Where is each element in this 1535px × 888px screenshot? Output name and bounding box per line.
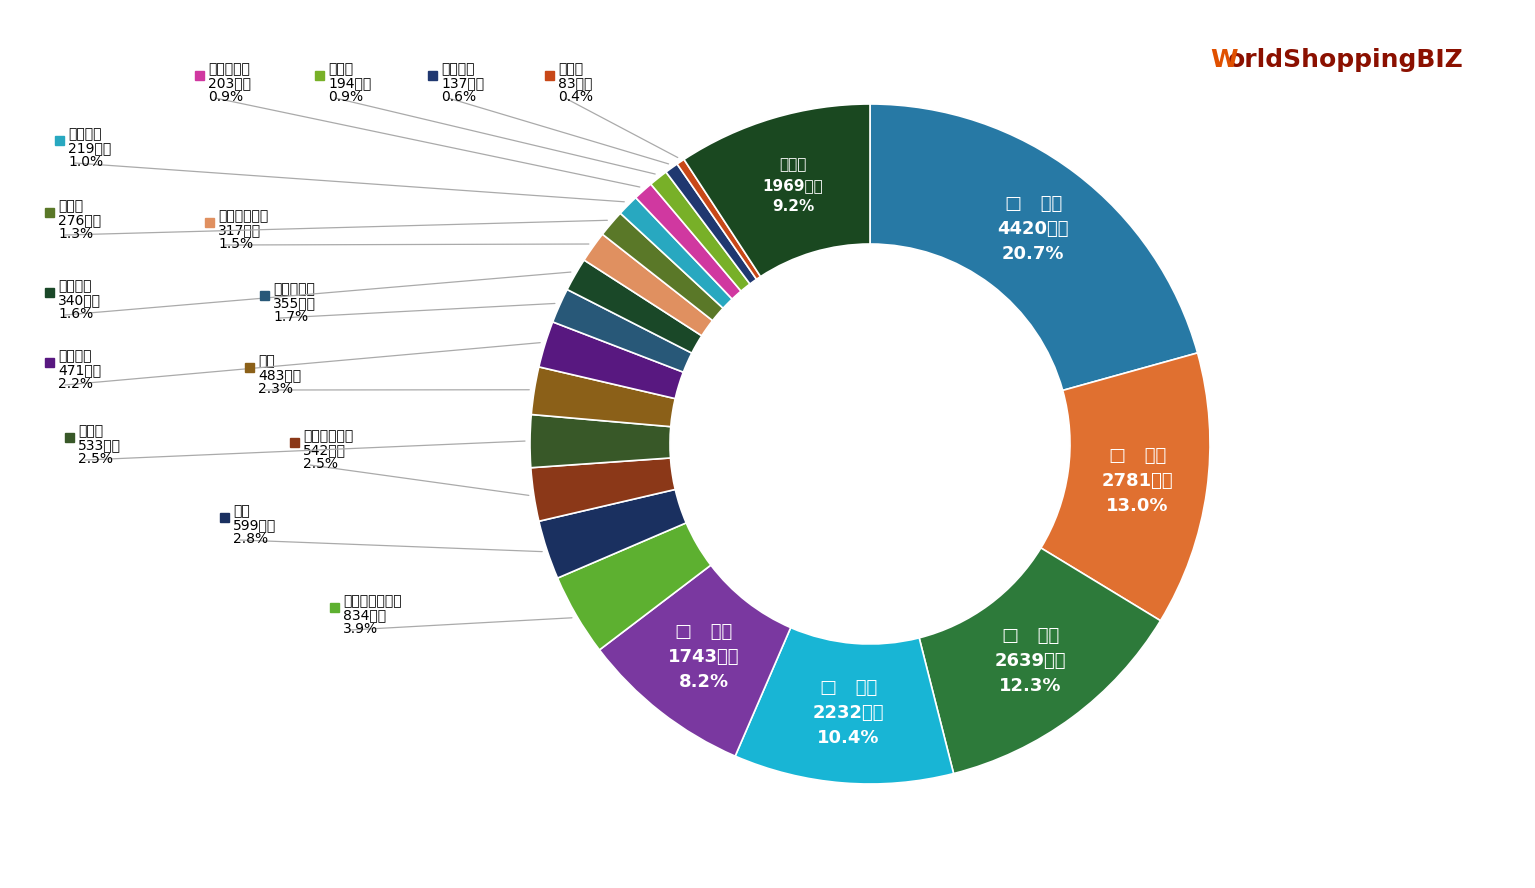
Text: 533億円: 533億円	[78, 438, 121, 452]
Text: 471億円: 471億円	[58, 363, 101, 377]
Text: 2.3%: 2.3%	[258, 382, 293, 396]
Wedge shape	[531, 367, 675, 426]
Wedge shape	[539, 489, 686, 578]
Text: ドイツ: ドイツ	[58, 199, 83, 213]
Text: 542億円: 542億円	[302, 443, 345, 457]
Wedge shape	[685, 104, 870, 276]
Wedge shape	[566, 260, 701, 353]
Bar	[290, 438, 299, 447]
Text: フィリピン: フィリピン	[273, 282, 315, 296]
Text: 2.5%: 2.5%	[302, 457, 338, 471]
Wedge shape	[585, 234, 712, 336]
Text: 317億円: 317億円	[218, 223, 261, 237]
Text: 英国: 英国	[258, 354, 275, 368]
Bar	[259, 291, 269, 300]
Text: □   米国
2781億円
13.0%: □ 米国 2781億円 13.0%	[1102, 447, 1173, 515]
Text: □   台湾
2639億円
12.3%: □ 台湾 2639億円 12.3%	[995, 627, 1067, 695]
Wedge shape	[531, 458, 675, 521]
Bar	[64, 433, 74, 442]
Text: □   韓国
2232億円
10.4%: □ 韓国 2232億円 10.4%	[812, 679, 884, 747]
Text: 2.8%: 2.8%	[233, 532, 269, 546]
Wedge shape	[530, 415, 671, 468]
Wedge shape	[870, 104, 1197, 391]
Wedge shape	[539, 321, 683, 399]
Text: 1.5%: 1.5%	[218, 237, 253, 251]
Wedge shape	[919, 548, 1160, 773]
Text: □   中国
4420億円
20.7%: □ 中国 4420億円 20.7%	[998, 195, 1068, 263]
Text: 599億円: 599億円	[233, 518, 276, 532]
Wedge shape	[557, 523, 711, 650]
Bar	[220, 513, 229, 522]
Text: その他
1969億円
9.2%: その他 1969億円 9.2%	[763, 157, 823, 214]
Text: 0.9%: 0.9%	[209, 90, 243, 104]
Text: 355億円: 355億円	[273, 296, 316, 310]
Text: 1.6%: 1.6%	[58, 307, 94, 321]
Text: オーストラリア: オーストラリア	[342, 594, 402, 608]
Text: マレーシア: マレーシア	[209, 62, 250, 76]
Wedge shape	[1041, 353, 1210, 621]
Text: 219億円: 219億円	[68, 141, 111, 155]
Bar	[45, 288, 54, 297]
Text: W: W	[1210, 48, 1237, 72]
Text: 0.4%: 0.4%	[559, 90, 593, 104]
Bar	[45, 208, 54, 217]
Text: ロシア: ロシア	[559, 62, 583, 76]
Bar	[206, 218, 213, 227]
Text: ベトナム: ベトナム	[58, 279, 92, 293]
Wedge shape	[651, 172, 751, 291]
Text: 3.9%: 3.9%	[342, 622, 378, 636]
Text: 340億円: 340億円	[58, 293, 101, 307]
Text: 2.5%: 2.5%	[78, 452, 114, 466]
Bar	[545, 71, 554, 80]
Text: シンガポール: シンガポール	[302, 429, 353, 443]
Text: 194億円: 194億円	[328, 76, 371, 90]
Text: カナダ: カナダ	[78, 424, 103, 438]
Text: 276億円: 276億円	[58, 213, 101, 227]
Text: 2.2%: 2.2%	[58, 377, 94, 391]
Wedge shape	[553, 289, 692, 372]
Bar	[330, 603, 339, 612]
Bar	[55, 136, 64, 145]
Bar	[195, 71, 204, 80]
Text: 0.6%: 0.6%	[441, 90, 476, 104]
Bar	[45, 358, 54, 367]
Wedge shape	[677, 160, 760, 280]
Wedge shape	[635, 184, 741, 299]
Text: フランス: フランス	[58, 349, 92, 363]
Text: イタリア: イタリア	[68, 127, 101, 141]
Text: インドネシア: インドネシア	[218, 209, 269, 223]
Bar	[246, 363, 253, 372]
Text: 203億円: 203億円	[209, 76, 252, 90]
Text: 483億円: 483億円	[258, 368, 301, 382]
Text: □   香港
1743億円
8.2%: □ 香港 1743億円 8.2%	[668, 622, 740, 691]
Bar	[428, 71, 437, 80]
Text: 1.7%: 1.7%	[273, 310, 309, 324]
Text: 1.3%: 1.3%	[58, 227, 94, 241]
Text: タイ: タイ	[233, 504, 250, 518]
Text: 137億円: 137億円	[441, 76, 484, 90]
Text: orldShoppingBIZ: orldShoppingBIZ	[1228, 48, 1464, 72]
Text: 834億円: 834億円	[342, 608, 387, 622]
Wedge shape	[620, 198, 732, 308]
Wedge shape	[600, 565, 791, 756]
Wedge shape	[666, 164, 757, 284]
Wedge shape	[735, 628, 953, 784]
Text: スペイン: スペイン	[441, 62, 474, 76]
Wedge shape	[602, 213, 723, 321]
Text: 83億円: 83億円	[559, 76, 593, 90]
Text: インド: インド	[328, 62, 353, 76]
Bar	[315, 71, 324, 80]
Text: 1.0%: 1.0%	[68, 155, 103, 169]
Text: 0.9%: 0.9%	[328, 90, 364, 104]
